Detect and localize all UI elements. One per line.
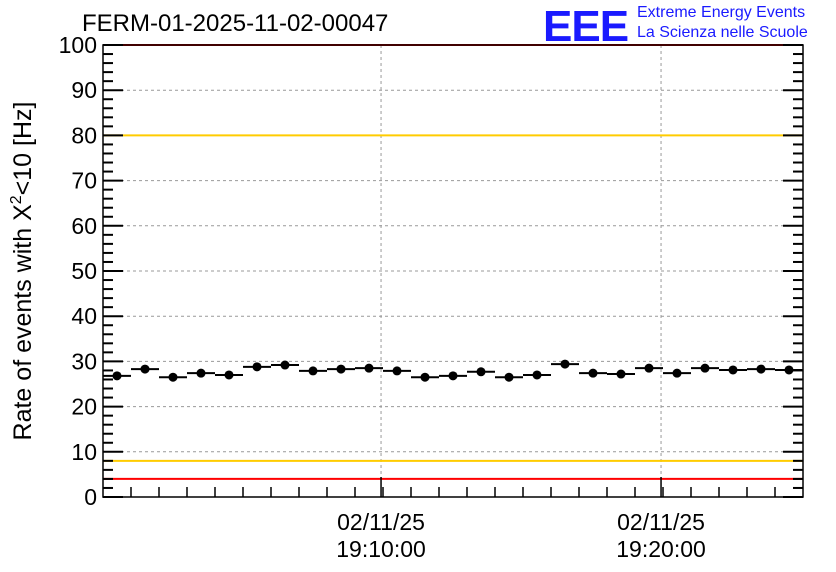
data-point: [112, 371, 122, 381]
data-point: [420, 372, 430, 382]
data-point: [504, 372, 514, 382]
x-tick-date: 02/11/25: [337, 509, 425, 535]
y-tick-label: 60: [71, 213, 97, 239]
data-point: [644, 363, 654, 373]
data-point: [196, 368, 206, 378]
data-point: [532, 370, 542, 380]
logo-line-1: Extreme Energy Events: [637, 4, 806, 21]
data-point: [588, 368, 598, 378]
y-tick-label: 0: [84, 484, 97, 510]
y-tick-label: 80: [71, 122, 97, 148]
y-tick-label: 40: [71, 303, 97, 329]
data-point: [392, 366, 402, 376]
data-point: [560, 359, 570, 369]
data-point: [336, 364, 346, 374]
y-tick-label: 20: [71, 394, 97, 420]
logo-line-2: La Scienza nelle Scuole: [637, 24, 808, 41]
x-tick-date: 02/11/25: [617, 509, 705, 535]
data-point: [672, 368, 682, 378]
data-point: [308, 366, 318, 376]
data-point: [728, 365, 738, 375]
y-tick-label: 30: [71, 348, 97, 374]
y-tick-label: 10: [71, 439, 97, 465]
y-tick-label: 100: [59, 32, 97, 58]
data-point: [616, 369, 626, 379]
x-tick-time: 19:20:00: [616, 536, 706, 562]
x-tick-time: 19:10:00: [336, 536, 426, 562]
y-tick-label: 50: [71, 258, 97, 284]
data-point: [252, 362, 262, 372]
data-point: [700, 363, 710, 373]
data-point: [756, 364, 766, 374]
data-point: [224, 370, 234, 380]
y-tick-label: 90: [71, 77, 97, 103]
data-point: [140, 364, 150, 374]
chart-title: FERM-01-2025-11-02-00047: [82, 10, 389, 37]
data-point: [476, 367, 486, 377]
data-point: [168, 372, 178, 382]
data-point: [448, 371, 458, 381]
data-point: [784, 365, 794, 375]
y-axis-label: Rate of events with X2<10 [Hz]: [8, 102, 37, 441]
eee-logo: EEE: [543, 2, 629, 51]
data-point: [364, 363, 374, 373]
y-tick-label: 70: [71, 168, 97, 194]
data-point: [280, 360, 290, 370]
